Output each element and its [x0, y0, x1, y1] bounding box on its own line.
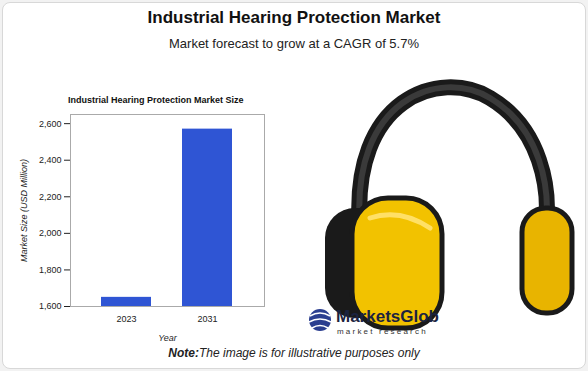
svg-text:2031: 2031 [197, 314, 217, 324]
svg-text:1,600: 1,600 [39, 301, 62, 311]
svg-text:1,800: 1,800 [39, 265, 62, 275]
svg-text:market research: market research [337, 327, 428, 336]
html-text:Market forecast to grow at a C: Market forecast to grow at a CAGR of 5.7… [169, 36, 419, 51]
html-text:Note: The image is for illustr: Note: The image is for illustrative purp… [168, 346, 420, 360]
svg-text:Market Size (USD Million): Market Size (USD Million) [19, 159, 29, 262]
svg-text:2,000: 2,000 [39, 228, 62, 238]
svg-text:2023: 2023 [116, 314, 136, 324]
svg-text:2,400: 2,400 [39, 155, 62, 165]
svg-text:Year: Year [158, 333, 178, 343]
svg-text:2,600: 2,600 [39, 119, 62, 129]
html-text:Industrial Hearing Protection: Industrial Hearing Protection Market [147, 8, 441, 27]
svg-text:2,200: 2,200 [39, 192, 62, 202]
html-text:Industrial Hearing Protection: Industrial Hearing Protection Market Siz… [68, 95, 244, 105]
svg-text:MarketsGlob: MarketsGlob [336, 307, 439, 326]
